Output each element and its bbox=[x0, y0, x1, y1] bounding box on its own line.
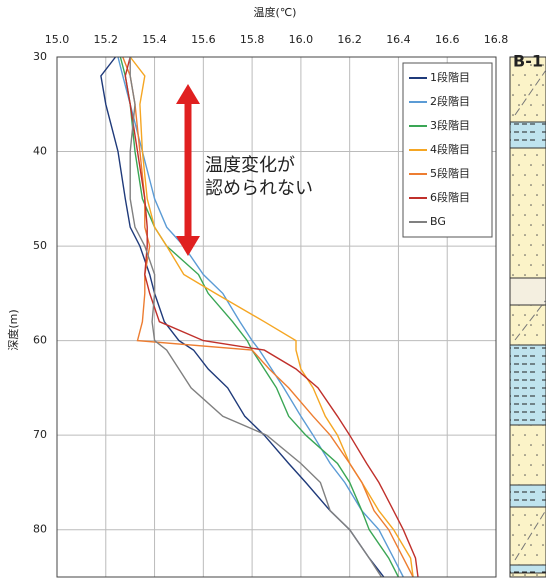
y-tick-label: 30 bbox=[33, 50, 47, 63]
y-axis-title: 深度(m) bbox=[6, 309, 20, 350]
legend-label: 3段階目 bbox=[430, 118, 470, 132]
annotation-text: 温度変化が bbox=[205, 155, 295, 176]
chart: 温度(℃) 深度(m) B-1 15.0 15.2 15.4 15.6 15.8 16.0… bbox=[0, 0, 546, 580]
annotation-text: 認められない bbox=[205, 178, 313, 199]
x-axis-title: 温度(℃) bbox=[254, 5, 297, 19]
y-tick-label: 40 bbox=[33, 145, 47, 158]
x-tick-label: 15.8 bbox=[240, 33, 265, 46]
x-tick-label: 16.2 bbox=[337, 33, 362, 46]
geologic-column: B-1 bbox=[510, 52, 546, 578]
x-tick-label: 16.4 bbox=[386, 33, 411, 46]
x-tick-label: 16.6 bbox=[435, 33, 460, 46]
legend-label: 5段階目 bbox=[430, 166, 470, 180]
x-tick-label: 15.4 bbox=[142, 33, 167, 46]
legend-label: 1段階目 bbox=[430, 70, 470, 84]
x-tick-label: 16.8 bbox=[484, 33, 509, 46]
y-tick-label: 60 bbox=[33, 334, 47, 347]
x-tick-label: 15.2 bbox=[94, 33, 119, 46]
x-tick-label: 15.0 bbox=[45, 33, 70, 46]
legend-label: BG bbox=[430, 215, 446, 228]
x-tick-label: 16.0 bbox=[289, 33, 314, 46]
legend-label: 6段階目 bbox=[430, 190, 470, 204]
y-tick-label: 80 bbox=[33, 523, 47, 536]
column-label: B-1 bbox=[513, 52, 543, 71]
y-tick-label: 70 bbox=[33, 428, 47, 441]
x-tick-label: 15.6 bbox=[191, 33, 216, 46]
legend-label: 2段階目 bbox=[430, 94, 470, 108]
legend-label: 4段階目 bbox=[430, 142, 470, 156]
y-tick-label: 50 bbox=[33, 239, 47, 252]
